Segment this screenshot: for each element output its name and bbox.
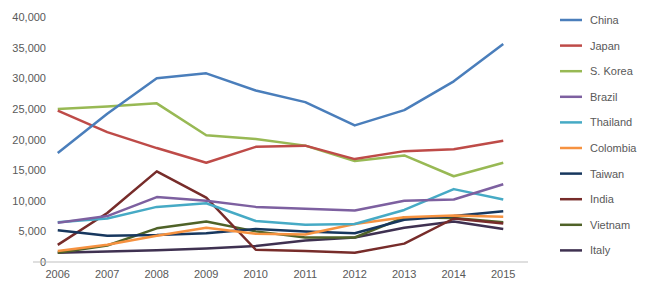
legend-swatch <box>560 70 582 73</box>
y-tick-label: 35,000 <box>12 42 46 54</box>
x-tick-label: 2008 <box>145 268 169 280</box>
x-tick-label: 2012 <box>343 268 367 280</box>
series-line <box>58 184 504 223</box>
legend-label: Taiwan <box>590 168 624 180</box>
x-tick-label: 2006 <box>46 268 70 280</box>
legend-label: S. Korea <box>590 65 634 77</box>
y-tick-label: 10,000 <box>12 195 46 207</box>
legend-swatch <box>560 147 582 150</box>
legend-label: Japan <box>590 40 620 52</box>
series-line <box>58 215 504 251</box>
x-tick-label: 2010 <box>244 268 268 280</box>
x-axis <box>33 262 528 263</box>
y-tick-label: 15,000 <box>12 164 46 176</box>
x-tick-label: 2014 <box>442 268 466 280</box>
legend-label: Vietnam <box>590 219 630 231</box>
x-tick-label: 2007 <box>95 268 119 280</box>
x-tick-label: 2015 <box>491 268 515 280</box>
chart: 05,00010,00015,00020,00025,00030,00035,0… <box>0 0 650 292</box>
legend-label: Colombia <box>590 142 637 154</box>
legend-swatch <box>560 198 582 201</box>
series-line <box>58 44 504 153</box>
legend-swatch <box>560 249 582 252</box>
series-line <box>58 103 504 176</box>
legend-label: Italy <box>590 244 611 256</box>
series-line <box>58 111 504 163</box>
plot-area <box>58 44 504 253</box>
y-tick-label: 40,000 <box>12 11 46 23</box>
y-tick-label: 25,000 <box>12 103 46 115</box>
legend-label: China <box>590 14 620 26</box>
legend-swatch <box>560 121 582 124</box>
legend-swatch <box>560 44 582 47</box>
tick-mark <box>30 262 33 263</box>
y-tick-label: 20,000 <box>12 134 46 146</box>
x-tick-label: 2011 <box>293 268 317 280</box>
legend-swatch <box>560 172 582 175</box>
x-tick-label: 2009 <box>194 268 218 280</box>
y-tick-label: 30,000 <box>12 72 46 84</box>
series-line <box>58 171 504 252</box>
legend-label: Thailand <box>590 116 632 128</box>
legend-label: India <box>590 193 615 205</box>
x-tick-label: 2013 <box>392 268 416 280</box>
legend-swatch <box>560 224 582 227</box>
legend-label: Brazil <box>590 91 618 103</box>
legend-swatch <box>560 96 582 99</box>
y-tick-label: 5,000 <box>18 225 46 237</box>
legend-swatch <box>560 19 582 22</box>
